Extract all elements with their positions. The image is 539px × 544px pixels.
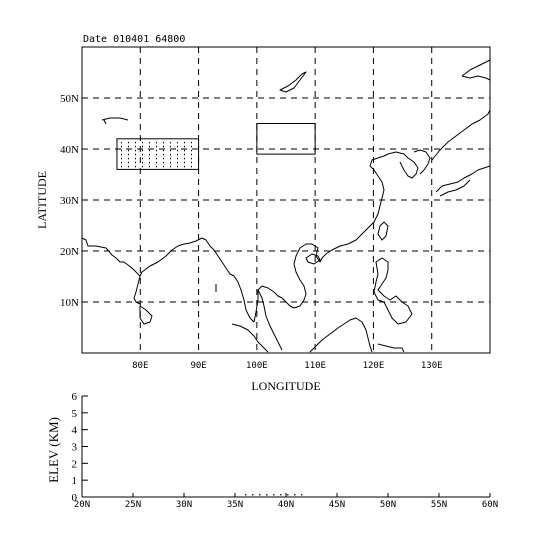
elev-y-tick-label: 2 — [72, 458, 78, 470]
coast-japan-south — [439, 179, 471, 197]
coast-japan — [435, 165, 491, 193]
lat-tick-label: 40N — [60, 144, 79, 156]
elev-y-tick-label: 4 — [72, 425, 78, 437]
elev-y-tick-label: 0 — [72, 492, 78, 504]
elev-x-tick-label: 35N — [227, 500, 243, 510]
sri-lanka — [139, 305, 153, 325]
elev-x-tick-label: 30N — [176, 500, 192, 510]
elev-point — [273, 494, 275, 496]
elev-x-tick-label: 55N — [431, 500, 447, 510]
elev-y-axis-label: ELEV (KM) — [46, 417, 61, 483]
lon-tick-label: 120E — [363, 361, 385, 371]
sulawesi — [377, 343, 405, 353]
coast-se-asia — [253, 153, 389, 323]
elev-y-tick-label: 1 — [72, 475, 78, 487]
elev-point — [280, 494, 282, 496]
latitude-tick-labels: 10N 20N 30N 40N 50N — [60, 93, 79, 309]
coast-india — [81, 237, 255, 323]
elev-x-tick-label: 40N — [278, 500, 294, 510]
lat-tick-label: 20N — [60, 246, 79, 258]
lon-tick-label: 90E — [190, 361, 206, 371]
region-box-2 — [256, 123, 316, 155]
elev-point — [266, 494, 268, 496]
coastlines — [81, 59, 491, 353]
elev-x-tick-label: 45N — [329, 500, 345, 510]
coast-japan-north — [431, 109, 491, 161]
elev-x-tick-label: 20N — [74, 500, 90, 510]
elev-point — [294, 494, 296, 496]
lat-tick-label: 10N — [60, 297, 79, 309]
source-regions — [116, 123, 316, 170]
elev-point — [252, 494, 254, 496]
elev-point — [301, 494, 303, 496]
hainan — [305, 253, 321, 265]
elev-x-ticks: 20N 25N 30N 35N 40N 45N 50N 55N 60N — [74, 493, 498, 510]
coast-korea — [387, 151, 419, 179]
map-x-axis-label: LONGITUDE — [251, 379, 320, 393]
map-panel: 80E 90E 100E 110E 120E 130E 10N 20N 30N 40N 50N L… — [35, 46, 491, 393]
region-box-1 — [116, 138, 200, 170]
lon-tick-label: 130E — [421, 361, 443, 371]
taiwan — [377, 221, 389, 241]
lon-tick-label: 80E — [132, 361, 148, 371]
lon-tick-label: 110E — [304, 361, 326, 371]
elev-y-ticks: 0 1 2 3 4 5 6 — [72, 391, 88, 504]
elev-y-tick-label: 6 — [72, 391, 78, 403]
map-y-axis-label: LATITUDE — [35, 171, 49, 229]
elev-y-tick-label: 5 — [72, 408, 78, 420]
borneo — [309, 317, 373, 353]
coast-malay — [257, 289, 283, 351]
coast-korea-east — [413, 149, 431, 175]
elev-trajectory-points — [245, 494, 303, 496]
small-island-ne — [279, 71, 307, 93]
elev-x-tick-label: 25N — [125, 500, 141, 510]
elev-x-tick-label: 50N — [380, 500, 396, 510]
lat-tick-label: 30N — [60, 195, 79, 207]
elev-point — [287, 494, 289, 496]
coast-india-west — [133, 275, 141, 305]
map-gridlines — [82, 47, 490, 353]
elev-y-tick-label: 3 — [72, 442, 78, 454]
longitude-tick-labels: 80E 90E 100E 110E 120E 130E — [132, 361, 442, 371]
lon-tick-label: 100E — [246, 361, 268, 371]
coast-ne — [461, 59, 491, 81]
region-dots — [120, 141, 192, 168]
lake-balkhash — [101, 117, 129, 125]
elev-point — [245, 494, 247, 496]
elev-x-tick-label: 60N — [482, 500, 498, 510]
date-label: Date 010401 64800 — [83, 34, 185, 45]
elevation-panel: 0 1 2 3 4 5 6 20N 25N 30N 35N 40N 45N 50N 55N 60N ELEV… — [46, 391, 498, 510]
elev-point — [259, 494, 261, 496]
philippines — [373, 257, 413, 325]
lat-tick-label: 50N — [60, 93, 79, 105]
sumatra — [231, 323, 269, 353]
